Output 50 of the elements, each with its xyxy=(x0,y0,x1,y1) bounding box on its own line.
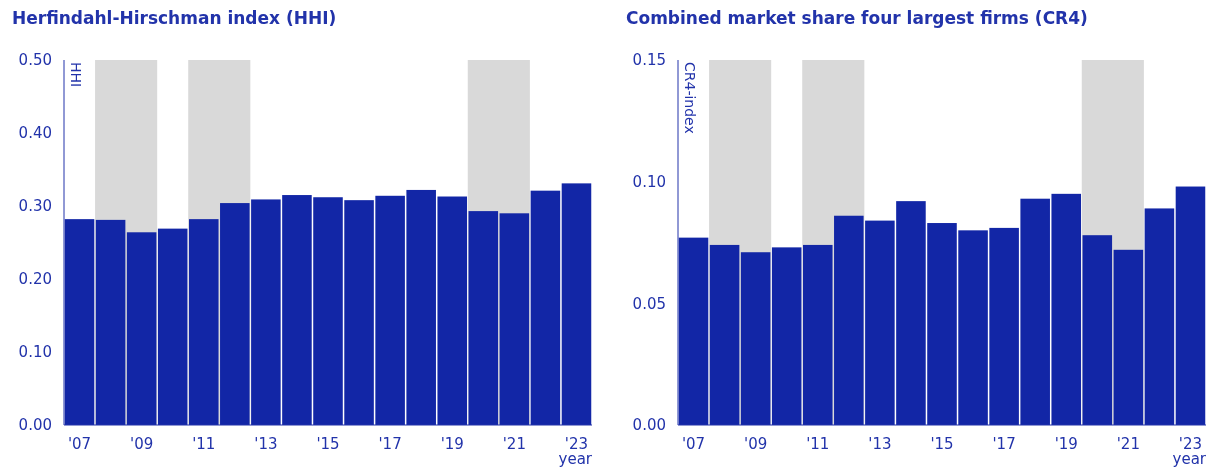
bar xyxy=(678,237,709,425)
y-tick-label: 0.15 xyxy=(632,51,666,70)
y-tick-label: 0.10 xyxy=(18,343,52,362)
bar xyxy=(561,183,592,425)
x-tick-label: '07 xyxy=(67,435,92,453)
bar xyxy=(126,232,157,425)
bar xyxy=(157,228,188,425)
y-tick-label: 0.20 xyxy=(18,270,52,289)
x-tick-label: '19 xyxy=(440,435,464,453)
chart-title: Herfindahl-Hirschman index (HHI) xyxy=(12,8,337,28)
x-axis-title: year xyxy=(558,450,593,468)
x-tick-label: '17 xyxy=(378,435,402,453)
x-tick-label: '21 xyxy=(502,435,526,453)
y-tick-label: 0.50 xyxy=(18,51,52,70)
bar xyxy=(530,190,561,425)
y-tick-label: 0.10 xyxy=(632,172,666,191)
bar xyxy=(1113,249,1144,425)
x-tick-label: '23 xyxy=(564,435,589,453)
bar xyxy=(771,247,802,425)
y-tick-label: 0.05 xyxy=(632,294,666,313)
x-tick-label: '13 xyxy=(868,435,892,453)
bar xyxy=(709,244,740,425)
bar xyxy=(1082,235,1113,425)
bar xyxy=(740,252,771,425)
x-tick-label: '09 xyxy=(744,435,768,453)
y-tick-label: 0.00 xyxy=(632,416,666,435)
x-tick-label: '15 xyxy=(316,435,340,453)
y-axis-title: HHI xyxy=(68,62,85,88)
x-tick-label: '19 xyxy=(1054,435,1078,453)
y-tick-label: 0.40 xyxy=(18,124,52,143)
bar xyxy=(1175,186,1206,425)
x-tick-label: '17 xyxy=(992,435,1016,453)
x-tick-label: '11 xyxy=(806,435,830,453)
x-tick-label: '09 xyxy=(130,435,154,453)
y-axis-title: CR4-index xyxy=(682,62,699,134)
x-tick-label: '15 xyxy=(930,435,954,453)
bar xyxy=(499,213,530,425)
chart-title: Combined market share four largest firms (CR4) xyxy=(626,8,1088,28)
x-tick-label: '23 xyxy=(1178,435,1203,453)
x-tick-label: '13 xyxy=(254,435,278,453)
y-tick-label: 0.30 xyxy=(18,197,52,216)
bar xyxy=(95,219,126,425)
y-tick-label: 0.00 xyxy=(18,416,52,435)
x-tick-label: '21 xyxy=(1116,435,1140,453)
bar xyxy=(1144,208,1175,425)
x-axis-title: year xyxy=(1172,450,1207,468)
x-tick-label: '11 xyxy=(192,435,216,453)
bar xyxy=(468,211,499,425)
x-tick-label: '07 xyxy=(681,435,706,453)
bar xyxy=(64,219,95,425)
